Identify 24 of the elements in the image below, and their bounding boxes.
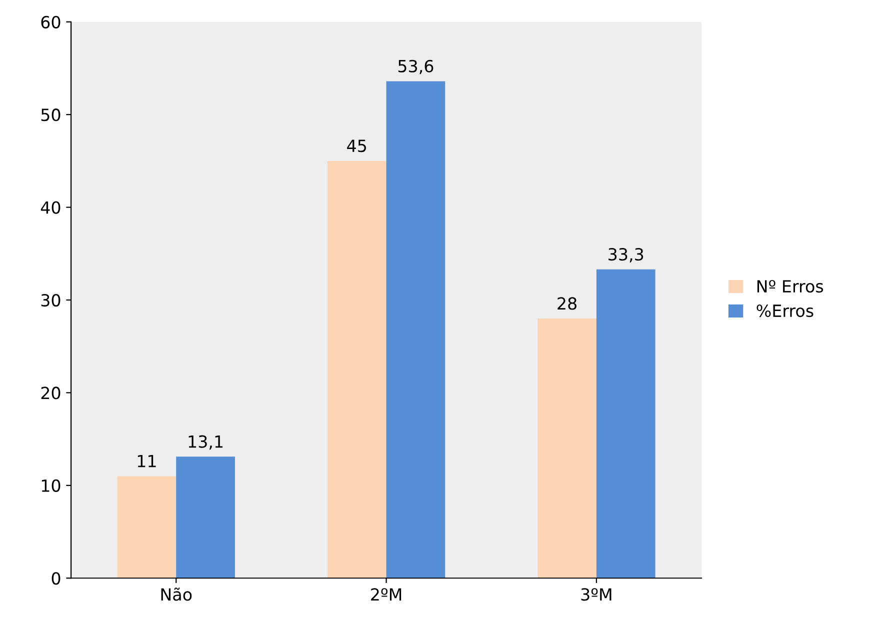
data-label: 33,3 xyxy=(608,248,644,262)
bar xyxy=(117,476,176,578)
bar xyxy=(327,160,386,578)
bar xyxy=(386,81,446,578)
legend-label: %Erros xyxy=(756,304,814,318)
legend-label: Nº Erros xyxy=(757,280,824,293)
y-tick-label: 30 xyxy=(41,294,60,307)
bar xyxy=(538,318,596,578)
y-tick-label: 20 xyxy=(41,386,60,400)
data-label: 53,6 xyxy=(398,60,434,74)
y-tick-label: 60 xyxy=(41,16,60,28)
data-label: 28 xyxy=(558,297,576,310)
bar xyxy=(596,269,656,578)
y-tick-label: 0 xyxy=(52,572,60,585)
y-tick-label: 10 xyxy=(42,479,60,492)
data-label: 11 xyxy=(138,454,156,468)
x-tick-label: 2ºM xyxy=(371,588,402,601)
data-label: 13,1 xyxy=(188,435,223,450)
bar xyxy=(176,456,235,578)
x-tick-label: 3ºM xyxy=(581,588,612,601)
y-tick-label: 50 xyxy=(41,108,60,122)
x-tick-label: Não xyxy=(161,588,192,601)
data-label: 45 xyxy=(347,140,366,152)
y-tick-label: 40 xyxy=(40,201,60,214)
